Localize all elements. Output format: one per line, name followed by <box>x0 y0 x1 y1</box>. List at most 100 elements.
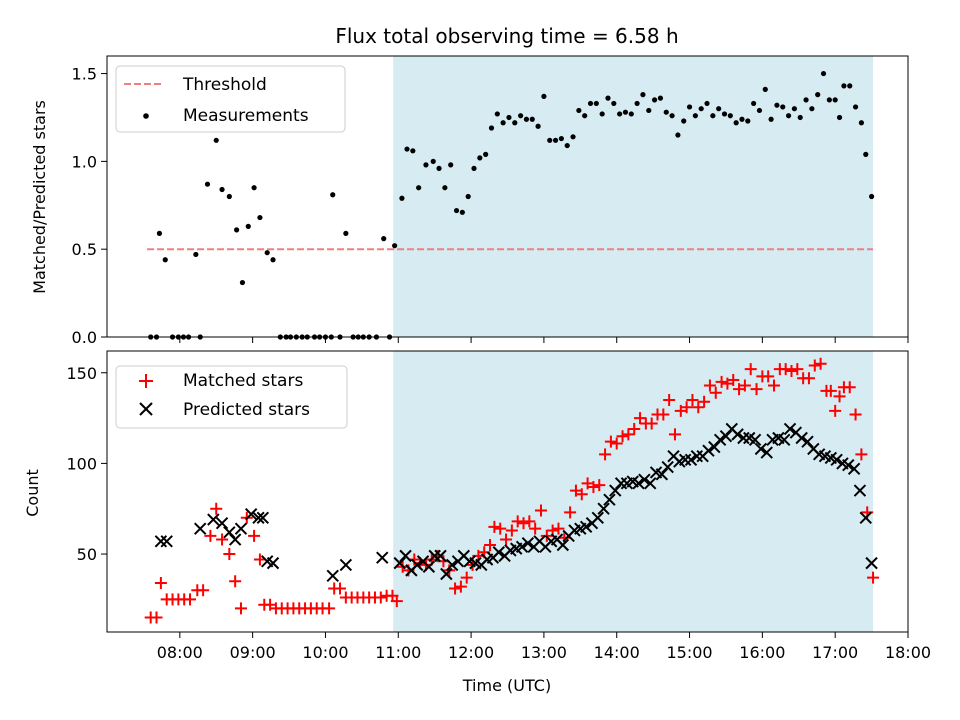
measurement-point <box>599 111 605 117</box>
measurement-point <box>622 109 629 115</box>
matched-star-marker <box>505 524 518 537</box>
measurement-point <box>506 114 512 121</box>
measurement-point <box>404 146 410 152</box>
predicted-star-marker <box>591 511 605 524</box>
measurement-point <box>410 148 416 154</box>
measurement-point <box>791 106 798 112</box>
matched-star-marker <box>599 448 612 461</box>
ratio-y-tick-label: 1.5 <box>72 65 97 84</box>
measurement-point <box>698 106 704 112</box>
matched-star-marker <box>449 582 462 595</box>
measurement-point <box>651 97 658 103</box>
predicted-star-marker <box>609 484 622 497</box>
matched-star-marker <box>727 374 740 387</box>
measurement-point <box>751 100 757 107</box>
predicted-star-marker <box>632 477 645 490</box>
predicted-star-marker <box>492 546 505 559</box>
measurement-point <box>663 109 669 115</box>
predicted-star-marker <box>708 440 721 454</box>
measurement-point <box>547 137 553 143</box>
predicted-star-marker <box>853 484 867 497</box>
matched-star-marker <box>680 401 693 414</box>
predicted-star-marker <box>223 526 236 539</box>
legend-measurements-swatch <box>143 113 149 119</box>
count-x-tick-label: 12:00 <box>448 643 494 662</box>
matched-star-marker <box>785 364 798 377</box>
measurement-point <box>587 100 594 107</box>
matched-star-marker <box>234 602 247 615</box>
predicted-star-marker <box>801 435 814 448</box>
matched-star-marker <box>634 412 647 425</box>
matched-star-marker <box>833 390 846 403</box>
measurement-point <box>264 250 270 256</box>
matched-star-marker <box>216 533 229 546</box>
matched-star-marker <box>587 480 600 493</box>
legend-predicted-label: Predicted stars <box>183 400 310 420</box>
predicted-star-marker <box>638 473 651 486</box>
measurement-point <box>416 185 422 191</box>
matched-star-marker <box>460 571 473 584</box>
measurement-point <box>204 181 211 187</box>
legend-threshold-label: Threshold <box>182 75 267 95</box>
measurement-point <box>423 162 429 168</box>
measurement-point <box>219 186 225 193</box>
matched-star-marker <box>488 520 501 533</box>
measurement-point <box>330 192 336 198</box>
predicted-star-marker <box>428 549 441 563</box>
matched-star-marker <box>622 428 635 441</box>
matched-star-marker <box>814 357 827 370</box>
matched-star-marker <box>248 529 261 542</box>
predicted-star-marker <box>702 444 715 457</box>
predicted-star-marker <box>326 569 339 583</box>
count-y-tick-label: 100 <box>66 454 97 473</box>
count-axes-frame <box>106 350 909 633</box>
matched-star-marker <box>529 522 542 535</box>
measurement-point <box>669 113 675 119</box>
predicted-star-marker <box>684 453 698 466</box>
matched-star-marker <box>762 370 775 383</box>
matched-star-marker <box>593 479 606 492</box>
measurement-point <box>226 193 232 200</box>
predicted-star-marker <box>719 429 733 443</box>
predicted-star-marker <box>422 560 436 573</box>
matched-star-marker <box>558 531 571 544</box>
matched-star-marker <box>843 381 856 394</box>
count-x-tick-label: 14:00 <box>594 643 640 662</box>
predicted-star-marker <box>234 522 248 535</box>
measurement-point <box>611 100 617 107</box>
measurement-point <box>686 104 693 110</box>
matched-star-marker <box>657 408 670 421</box>
predicted-star-marker <box>655 468 669 481</box>
matched-star-marker <box>229 575 242 588</box>
predicted-star-marker <box>795 431 808 445</box>
matched-star-marker <box>511 515 524 528</box>
predicted-star-marker <box>556 538 570 552</box>
matched-star-marker <box>564 506 577 519</box>
count-x-tick-label: 13:00 <box>521 643 567 662</box>
matched-star-marker <box>223 548 236 561</box>
chart-title: Flux total observing time = 6.58 h <box>335 24 678 48</box>
matched-star-marker <box>855 448 868 461</box>
measurement-point <box>156 230 163 236</box>
measurement-point <box>251 185 257 191</box>
measurement-point <box>399 195 405 201</box>
measurement-point <box>727 113 733 119</box>
ratio-y-tick-label: 0.0 <box>72 328 97 347</box>
predicted-star-marker <box>859 511 872 524</box>
ratio-y-tick-label: 0.5 <box>72 240 97 259</box>
measurement-point <box>815 92 821 98</box>
measurement-point <box>745 118 751 124</box>
count-y-tick-label: 150 <box>66 364 97 383</box>
count-x-tick-label: 15:00 <box>666 643 712 662</box>
observing-window-span <box>393 56 874 337</box>
measurement-point <box>605 95 611 101</box>
legend-matched-swatch <box>139 374 153 388</box>
matched-star-marker <box>791 363 804 376</box>
matched-star-marker <box>692 401 705 414</box>
measurement-point <box>488 125 495 131</box>
predicted-star-marker <box>160 535 173 548</box>
measurement-point <box>640 92 646 98</box>
matched-star-marker <box>197 584 210 597</box>
matched-star-marker <box>668 428 681 441</box>
measurement-point <box>797 114 803 121</box>
